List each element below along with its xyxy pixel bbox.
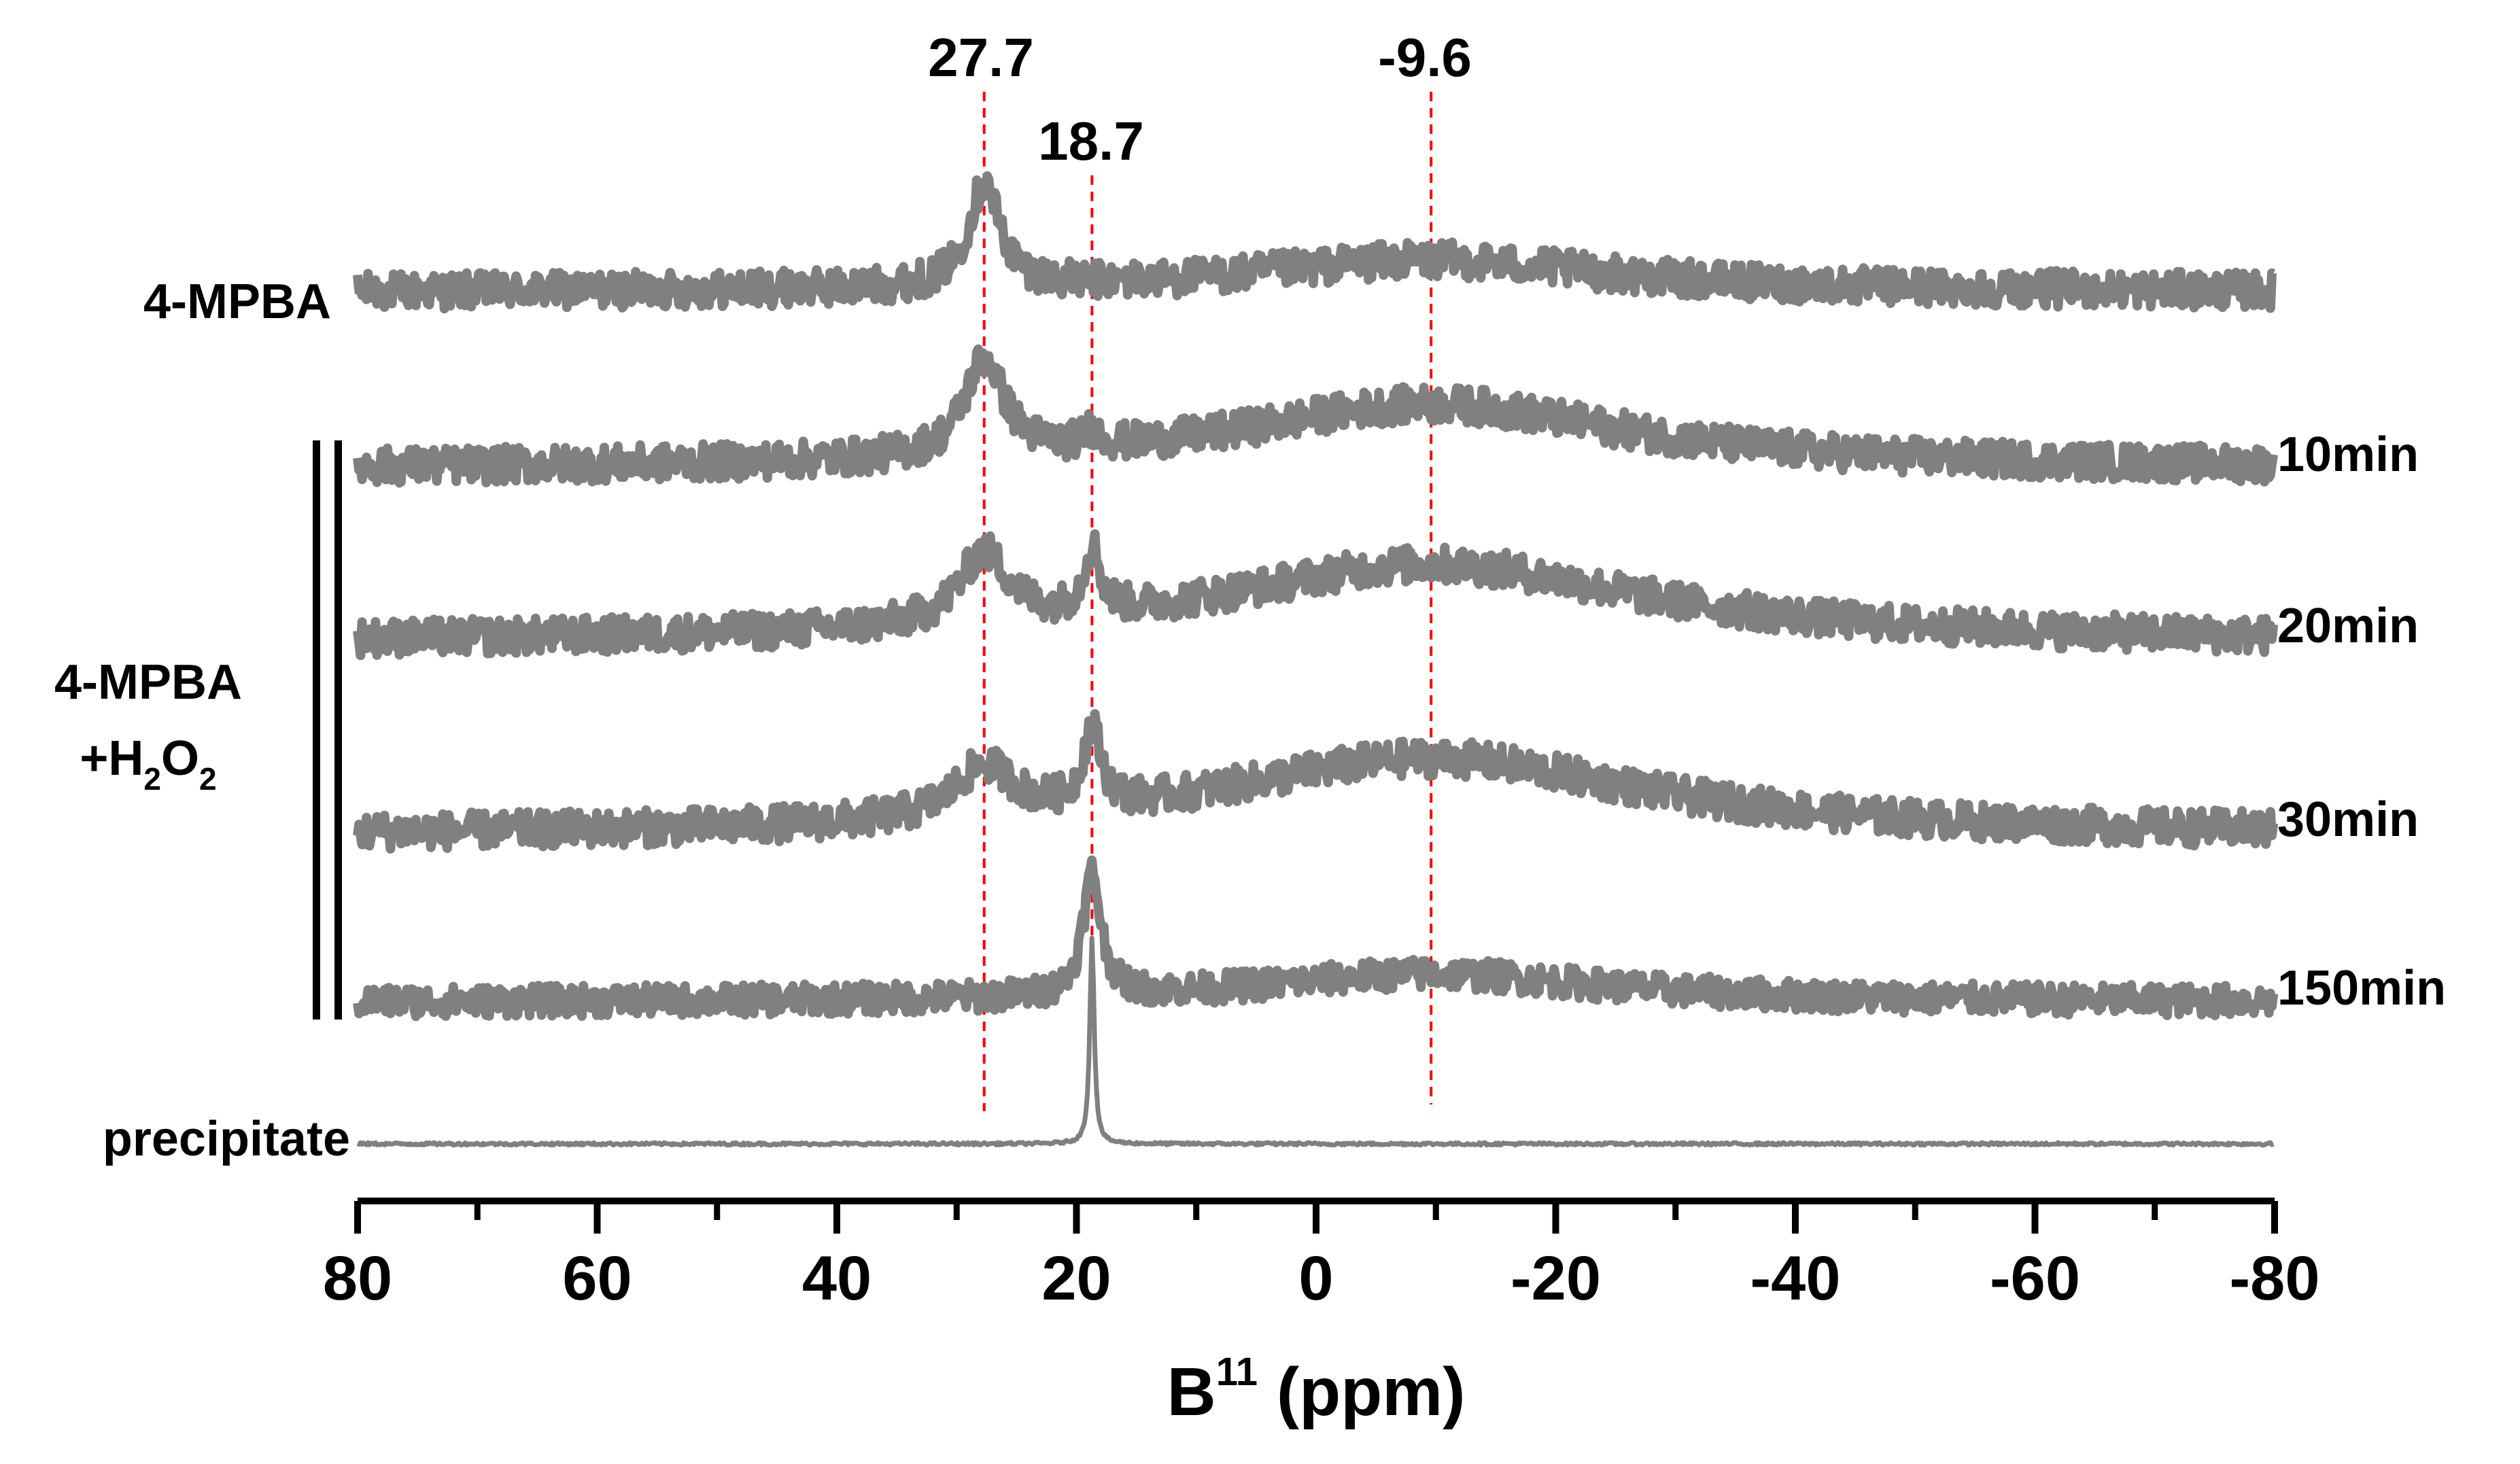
x-tick-label: 60 [562,1244,632,1313]
x-tick-label: 80 [323,1244,392,1313]
x-axis: 80 60 40 20 0 -20 -40 -60 -80 [323,1198,2320,1313]
x-tick-label: -80 [2230,1244,2320,1313]
series-label-precipitate: precipitate [103,1112,350,1166]
x-tick-label: -20 [1511,1244,1601,1313]
series-label-10min: 10min [2277,428,2419,482]
x-axis-title: B11 (ppm) [1167,1350,1465,1430]
x-tick-label: -60 [1990,1244,2080,1313]
spectrum-trace-30min [353,709,2279,854]
spectra-traces [353,171,2279,1148]
peak-label-minus-9.6: -9.6 [1378,27,1472,88]
spectrum-trace-10min [353,344,2279,488]
x-tick-label: 40 [802,1244,871,1313]
series-label-30min: 30min [2277,792,2419,847]
spectrum-trace-4-mpba [353,171,2277,314]
x-tick-label: 20 [1041,1244,1111,1313]
group-bracket [313,440,342,1019]
peak-label-18.7: 18.7 [1038,111,1144,171]
series-label-150min: 150min [2277,961,2446,1015]
spectrum-trace-precipitate [356,935,2275,1148]
spectrum-trace-150min [353,855,2279,1022]
x-tick-label: -40 [1750,1244,1841,1313]
x-tick-label: 0 [1298,1244,1333,1313]
spectrum-trace-20min [353,529,2279,661]
series-label-4-mpba: 4-MPBA [143,275,331,329]
group-label-line1: 4-MPBA [54,655,242,710]
series-label-20min: 20min [2277,599,2419,653]
peak-label-27.7: 27.7 [928,27,1034,88]
group-label-line2: +H2O2 [80,731,216,797]
